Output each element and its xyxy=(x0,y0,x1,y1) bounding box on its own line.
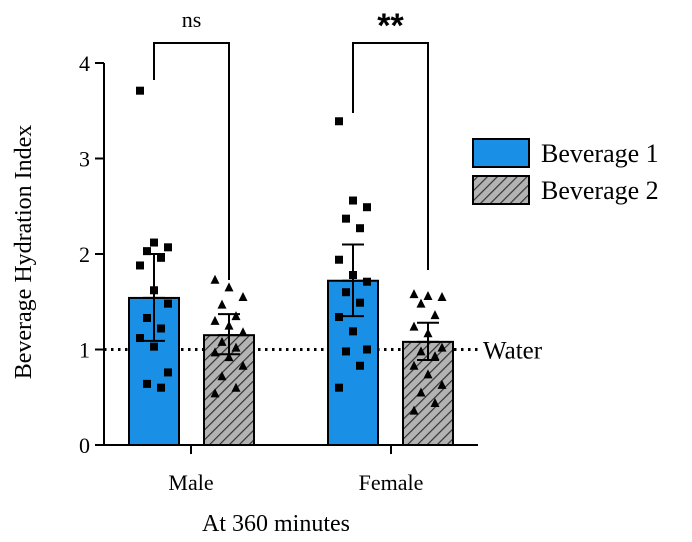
data-point xyxy=(430,351,440,361)
data-point xyxy=(437,342,447,352)
data-point xyxy=(349,327,357,336)
data-point xyxy=(349,271,357,280)
data-point xyxy=(164,243,172,252)
y-axis-title: Beverage Hydration Index xyxy=(11,125,37,380)
data-point xyxy=(416,346,426,356)
data-point xyxy=(150,286,158,295)
data-point xyxy=(409,321,419,331)
data-point xyxy=(342,214,350,223)
data-point xyxy=(164,368,172,377)
data-point xyxy=(217,371,227,381)
data-point xyxy=(349,196,357,205)
x-tick-label: Female xyxy=(359,470,424,495)
x-tick-label: Male xyxy=(168,470,213,495)
data-point xyxy=(231,342,241,352)
significance-label: ** xyxy=(377,7,404,45)
legend-swatch-beverage-2 xyxy=(472,175,530,205)
data-point xyxy=(150,342,158,351)
data-point xyxy=(238,291,248,301)
data-point xyxy=(210,388,220,398)
data-point xyxy=(231,311,241,321)
data-point xyxy=(335,383,343,392)
data-point xyxy=(136,86,144,95)
y-tick-label: 0 xyxy=(79,433,90,458)
data-point xyxy=(423,328,433,338)
y-tick-label: 4 xyxy=(79,51,90,76)
data-point xyxy=(143,247,151,256)
bar-female-2 xyxy=(402,340,454,446)
data-point xyxy=(363,203,371,212)
data-point xyxy=(363,277,371,286)
data-point xyxy=(409,405,419,415)
x-axis-title: At 360 minutes xyxy=(202,511,350,537)
reference-line-label: Water xyxy=(483,338,543,365)
data-point xyxy=(437,379,447,389)
significance-bracket xyxy=(352,42,429,270)
data-point xyxy=(363,345,371,354)
data-point xyxy=(356,298,364,307)
data-point xyxy=(409,289,419,299)
data-point xyxy=(143,379,151,388)
data-point xyxy=(210,347,220,357)
data-point xyxy=(437,291,447,301)
data-point xyxy=(150,238,158,247)
data-point xyxy=(224,282,234,292)
data-point xyxy=(356,224,364,233)
significance-bracket xyxy=(153,42,230,280)
data-point xyxy=(335,313,343,322)
data-point xyxy=(136,334,144,343)
data-point xyxy=(335,255,343,264)
data-point xyxy=(224,320,234,330)
significance-label: ns xyxy=(182,7,202,32)
plot-area: Water ns ** 0 1 2 3 4 Male Female Beverage 1 Bevera… xyxy=(79,7,659,495)
data-point xyxy=(231,382,241,392)
legend-swatch-beverage-1 xyxy=(472,138,530,168)
data-point xyxy=(136,261,144,270)
legend-label-beverage-2: Beverage 2 xyxy=(541,176,659,205)
data-point xyxy=(430,310,440,320)
y-tick-label: 3 xyxy=(79,147,90,172)
data-point xyxy=(409,360,419,370)
y-tick-label: 2 xyxy=(79,242,90,267)
data-point xyxy=(157,324,165,333)
data-point xyxy=(238,360,248,370)
data-point xyxy=(416,387,426,397)
data-point xyxy=(342,347,350,356)
data-point xyxy=(423,291,433,301)
data-point xyxy=(423,369,433,379)
data-point xyxy=(143,313,151,322)
data-point xyxy=(164,299,172,308)
data-point xyxy=(335,117,343,126)
data-point xyxy=(430,397,440,407)
data-point xyxy=(238,327,248,337)
legend-label-beverage-1: Beverage 1 xyxy=(541,139,659,168)
data-point xyxy=(342,288,350,297)
data-point xyxy=(217,299,227,309)
data-point xyxy=(224,352,234,362)
data-point xyxy=(210,274,220,284)
data-point xyxy=(217,336,227,346)
data-point xyxy=(210,315,220,325)
y-tick-label: 1 xyxy=(79,338,90,363)
data-point xyxy=(416,298,426,308)
data-point xyxy=(157,383,165,392)
data-point xyxy=(356,361,364,370)
data-point xyxy=(157,253,165,262)
